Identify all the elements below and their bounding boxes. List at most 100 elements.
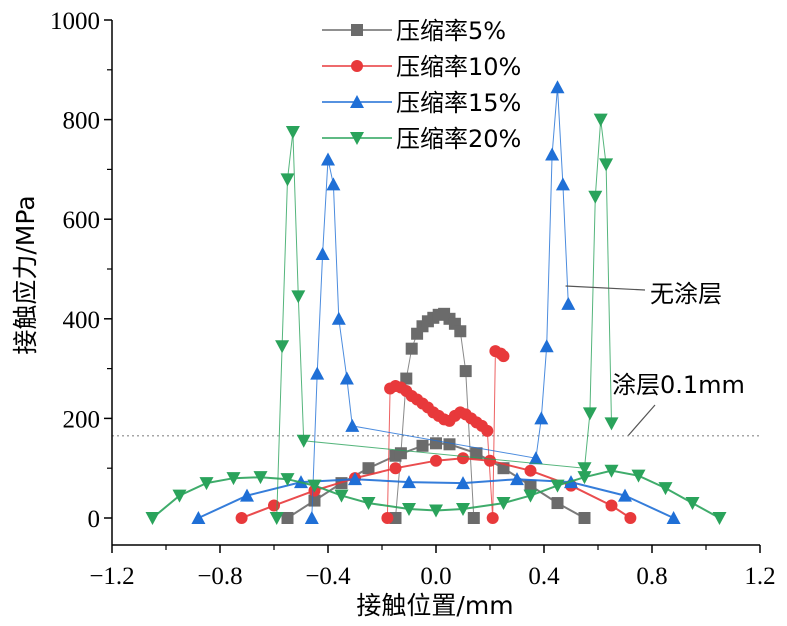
annotation-line-1 <box>565 285 646 291</box>
series-3-uncoated-point-12 <box>545 147 560 161</box>
series-3-coated-point-4 <box>348 472 362 486</box>
series-4-coated-point-21 <box>712 512 727 525</box>
legend-label-3: 压缩率15% <box>396 89 521 117</box>
x-tick-label-2: −0.8 <box>197 563 242 590</box>
series-1-coated-point-8 <box>443 438 456 451</box>
series-4-coated-point-7 <box>307 479 322 493</box>
plot-area <box>112 80 760 525</box>
y-tick-label-3: 400 <box>63 307 101 334</box>
y-tick-label-5: 800 <box>63 108 101 135</box>
series-4-uncoated-point-2 <box>275 340 290 354</box>
series-3-coated-point-5 <box>402 475 416 489</box>
series-1-coated-point-12 <box>551 497 564 510</box>
series-4-coated-point-6 <box>280 473 295 487</box>
series-3-uncoated-point-6 <box>331 311 346 325</box>
series-3-uncoated-point-2 <box>310 366 325 380</box>
series-1-coated-point-1 <box>281 512 294 524</box>
series-3-uncoated-point-4 <box>321 152 335 166</box>
series-4-coated-point-3 <box>199 477 214 491</box>
series-4 <box>145 113 727 525</box>
series-1-uncoated-point-14 <box>459 365 472 378</box>
series-3-uncoated-point-1 <box>304 511 319 524</box>
series-1-uncoated-point-15 <box>467 512 480 524</box>
series-3-uncoated-point-5 <box>326 177 341 191</box>
annotation-line-2 <box>627 404 656 436</box>
y-tick-label-6: 1000 <box>50 8 100 35</box>
series-3-coated-point-6 <box>456 476 470 490</box>
series-3-uncoated-point-9 <box>528 451 543 465</box>
x-tick-label-3: −0.4 <box>305 563 351 590</box>
series-4-coated-point-16 <box>577 471 592 485</box>
series-3-coated-point-7 <box>510 472 524 486</box>
series-4-coated-point-13 <box>496 497 511 511</box>
series-2-coated-point-2 <box>268 499 280 512</box>
x-tick-label-4: 0.0 <box>420 563 451 590</box>
series-2-coated-point-9 <box>524 464 537 477</box>
annotation-label-2: 涂层0.1mm <box>612 371 745 399</box>
series-2-coated-point-5 <box>389 462 402 475</box>
series-3-uncoated-point-15 <box>561 296 576 310</box>
series-4-coated-point-8 <box>334 489 349 503</box>
series-4-coated-point-17 <box>604 464 619 478</box>
series-1-uncoated-point-4 <box>405 342 418 355</box>
legend-marker-4 <box>350 132 364 145</box>
y-tick-label-1: 0 <box>88 506 101 533</box>
series-3-uncoated-point-7 <box>339 371 354 385</box>
series-1-coated-point-9 <box>470 447 483 460</box>
series-4-coated-point-18 <box>631 469 646 483</box>
series-4-uncoated-point-9 <box>588 190 603 204</box>
series-4-uncoated-point-8 <box>582 407 597 421</box>
x-tick-label-5: 0.4 <box>528 563 560 590</box>
series-4-coated-point-11 <box>429 504 443 518</box>
axes: −1.2 −0.8 −0.4 0.0 0.4 0.8 1.2 0 200 400 600 800 100… <box>50 8 776 590</box>
series-4-uncoated-point-7 <box>577 462 592 476</box>
series-4-coated-point-20 <box>685 497 700 511</box>
series-1-uncoated-point-13 <box>454 325 467 338</box>
series-2-coated-line <box>241 457 631 519</box>
x-tick-label-7: 1.2 <box>744 563 775 590</box>
series-1-coated-point-2 <box>308 494 321 507</box>
series-4-uncoated-point-10 <box>593 113 608 127</box>
series-2-coated-point-8 <box>484 454 496 467</box>
series-2-coated-point-1 <box>235 512 248 524</box>
legend: 压缩率5% 压缩率10% 压缩率15% 压缩率20% <box>322 17 521 153</box>
series-4-coated-point-1 <box>145 512 160 525</box>
series-4-uncoated-point-4 <box>285 126 300 140</box>
series-4-coated-point-4 <box>226 472 241 486</box>
series-3-coated-point-9 <box>618 488 632 502</box>
legend-marker-1 <box>351 24 363 36</box>
annotation-label-1: 无涂层 <box>650 280 722 308</box>
series-4-coated-point-14 <box>523 489 538 503</box>
series-4-uncoated-point-3 <box>280 173 295 187</box>
x-tick-label-1: −1.2 <box>89 563 134 590</box>
legend-label-2: 压缩率10% <box>396 53 521 81</box>
series-3-coated-point-1 <box>191 511 206 524</box>
series-4-uncoated-line <box>276 119 612 519</box>
series-3-coated-line <box>197 478 675 519</box>
y-axis-title: 接触应力/MPa <box>11 195 40 354</box>
series-3-coated-point-2 <box>240 488 254 502</box>
series-4-coated-point-15 <box>550 479 565 493</box>
series-4-coated-point-12 <box>456 503 470 517</box>
legend-marker-3 <box>350 95 364 108</box>
x-axis-title: 接触位置/mm <box>356 591 513 620</box>
series-4-uncoated-point-1 <box>269 512 284 525</box>
series-4-uncoated-point-11 <box>599 158 614 172</box>
series-3-uncoated-point-11 <box>539 339 554 353</box>
x-tick-label-6: 0.8 <box>636 563 667 590</box>
series-4-coated-point-10 <box>402 503 416 517</box>
legend-label-1: 压缩率5% <box>396 17 506 45</box>
series-2-coated-point-7 <box>457 452 469 465</box>
series-1-coated-point-11 <box>524 479 537 492</box>
series-1-coated-point-6 <box>416 439 429 452</box>
series-2-coated-point-6 <box>430 454 442 467</box>
legend-label-4: 压缩率20% <box>396 125 521 153</box>
series-2-uncoated-point-24 <box>497 350 510 363</box>
y-tick-label-2: 200 <box>63 406 101 433</box>
series-3-uncoated-point-10 <box>534 411 549 425</box>
series-2-coated-point-12 <box>624 512 637 524</box>
series-3-uncoated-point-8 <box>345 418 360 432</box>
series-2-coated-point-11 <box>605 499 618 512</box>
